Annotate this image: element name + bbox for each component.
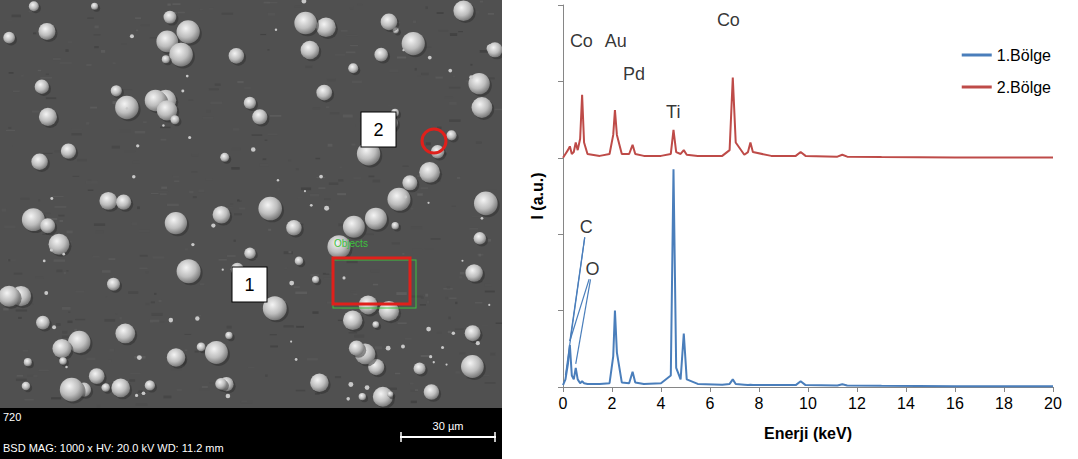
svg-text:Au: Au xyxy=(605,31,627,51)
svg-text:Ti: Ti xyxy=(666,102,680,122)
svg-text:14: 14 xyxy=(897,395,915,412)
svg-text:10: 10 xyxy=(799,395,817,412)
svg-text:1.Bölge: 1.Bölge xyxy=(997,47,1051,64)
svg-text:Objects: Objects xyxy=(334,238,368,249)
svg-text:O: O xyxy=(585,259,599,279)
svg-text:8: 8 xyxy=(755,395,764,412)
svg-text:BSD MAG: 1000 x HV: 20.0 kV WD: BSD MAG: 1000 x HV: 20.0 kV WD: 11.2 mm xyxy=(3,442,224,454)
svg-text:18: 18 xyxy=(995,395,1013,412)
svg-text:Co: Co xyxy=(717,10,740,30)
svg-text:720: 720 xyxy=(3,411,21,423)
svg-text:2.Bölge: 2.Bölge xyxy=(997,79,1051,96)
svg-text:20: 20 xyxy=(1044,395,1062,412)
svg-text:I (a.u.): I (a.u.) xyxy=(529,172,546,219)
svg-text:1: 1 xyxy=(244,275,254,295)
svg-text:2: 2 xyxy=(373,120,383,140)
svg-text:Co: Co xyxy=(570,31,593,51)
svg-text:12: 12 xyxy=(848,395,866,412)
svg-text:C: C xyxy=(580,217,593,237)
svg-text:6: 6 xyxy=(706,395,715,412)
svg-text:2: 2 xyxy=(608,395,617,412)
svg-text:Enerji (keV): Enerji (keV) xyxy=(764,425,852,442)
svg-text:0: 0 xyxy=(559,395,568,412)
svg-text:Pd: Pd xyxy=(623,64,645,84)
svg-text:4: 4 xyxy=(657,395,666,412)
svg-text:16: 16 xyxy=(946,395,964,412)
svg-text:30 µm: 30 µm xyxy=(433,420,464,432)
